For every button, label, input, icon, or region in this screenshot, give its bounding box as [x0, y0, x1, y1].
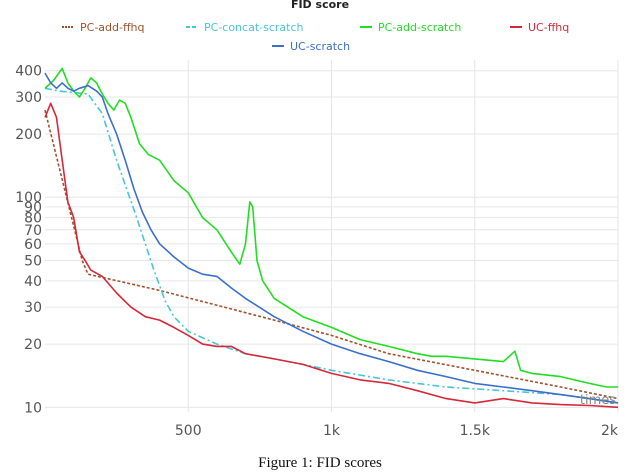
legend-item-pc-concat-scratch[interactable]: PC-concat-scratch [186, 21, 304, 34]
y-tick-label: 100 [15, 190, 42, 206]
grid [45, 60, 619, 412]
y-tick-label: 50 [24, 253, 42, 269]
series-line-pc-add-scratch [44, 67, 618, 388]
figure-caption: Figure 1: FID scores [258, 455, 382, 471]
y-tick-label: 70 [24, 223, 42, 239]
legend-label: UC-scratch [290, 40, 350, 53]
x-tick-label: 2k [601, 423, 619, 439]
y-tick-label: 200 [15, 127, 42, 143]
legend-label: PC-concat-scratch [204, 21, 304, 34]
y-tick-label: 30 [24, 300, 42, 316]
y-tick-label: 60 [24, 237, 42, 253]
legend-label: PC-add-scratch [378, 21, 461, 34]
y-tick-label: 80 [24, 211, 42, 227]
legend-item-pc-add-scratch[interactable]: PC-add-scratch [360, 21, 461, 34]
legend-item-uc-ffhq[interactable]: UC-ffhq [510, 21, 569, 34]
y-tick-label: 90 [24, 200, 42, 216]
series-lines [44, 67, 619, 409]
y-tick-label: 20 [24, 337, 42, 353]
legend-item-uc-scratch[interactable]: UC-scratch [272, 40, 350, 53]
y-tick-label: 40 [24, 274, 42, 290]
series-line-uc-scratch [44, 72, 619, 404]
x-tick-label: 500 [175, 423, 202, 439]
times-watermark: times [580, 393, 616, 408]
series-line-pc-concat-scratch [44, 87, 619, 404]
legend-item-pc-add-ffhq[interactable]: PC-add-ffhq [62, 21, 145, 34]
x-axis: 500 1k 1.5k 2k [175, 423, 619, 439]
legend-label: PC-add-ffhq [80, 21, 145, 34]
x-tick-label: 1k [323, 423, 341, 439]
y-tick-label: 300 [15, 90, 42, 106]
y-tick-label: 10 [24, 400, 42, 416]
x-tick-label: 1.5k [460, 423, 491, 439]
y-tick-label: 400 [15, 64, 42, 80]
chart-title: FID score [291, 0, 349, 11]
series-line-uc-ffhq [44, 102, 619, 409]
series-line-pc-add-ffhq [44, 109, 619, 400]
legend: PC-add-ffhq PC-concat-scratch PC-add-scrat… [62, 21, 569, 53]
legend-label: UC-ffhq [528, 21, 569, 34]
